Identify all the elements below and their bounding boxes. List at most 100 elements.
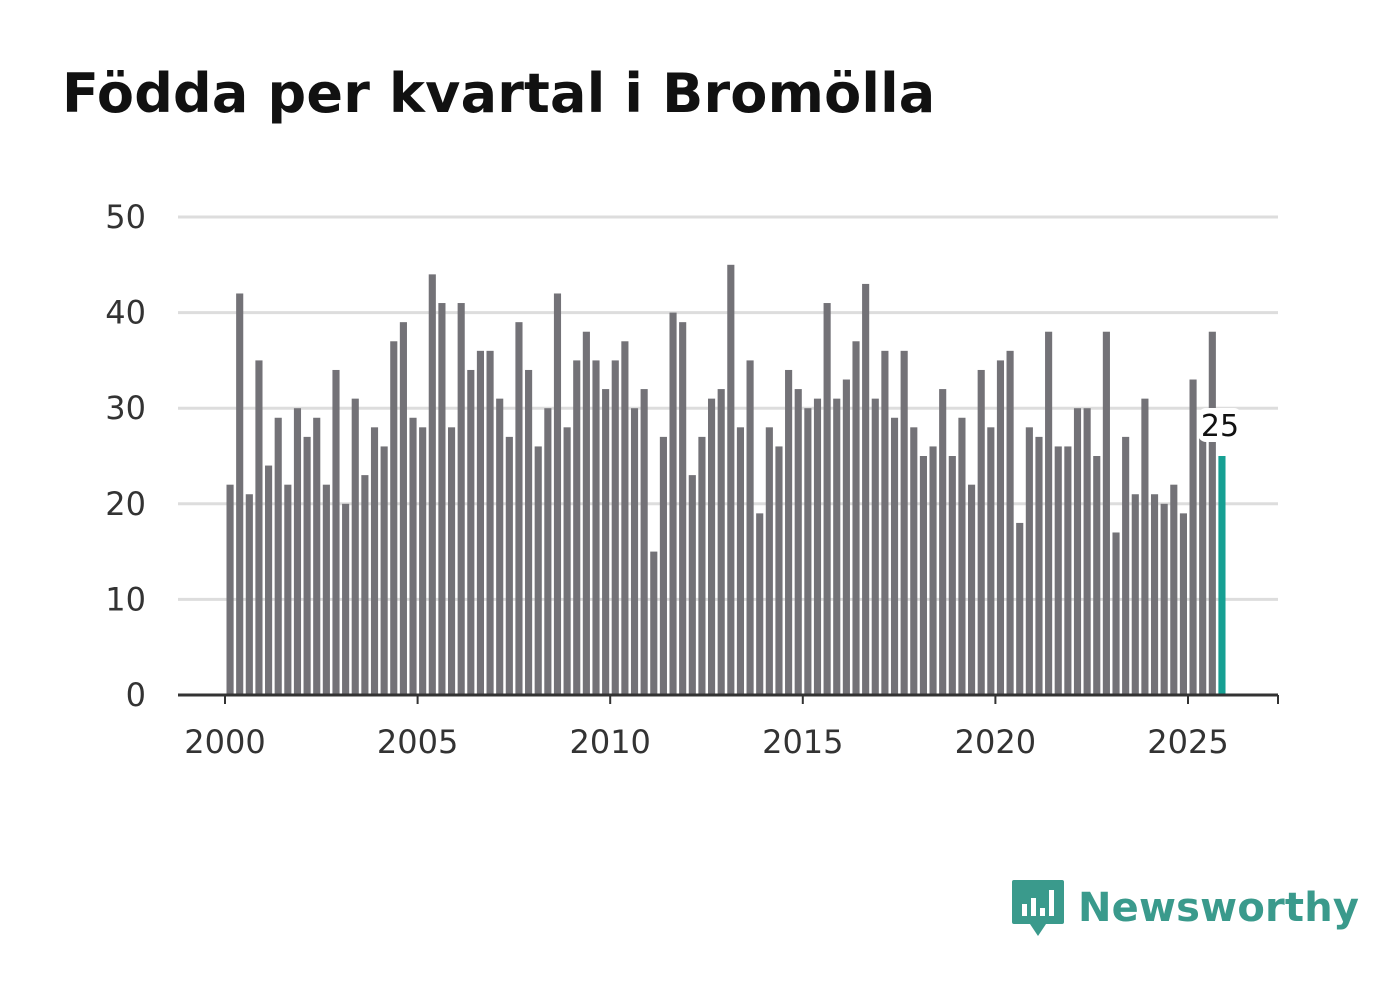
y-tick-label: 20 — [105, 485, 146, 523]
bar — [544, 408, 552, 695]
bar — [1150, 494, 1159, 695]
bar — [630, 408, 639, 695]
y-tick-label: 40 — [105, 294, 146, 332]
bar — [833, 398, 841, 695]
bar — [1131, 494, 1139, 695]
x-tick-label: 2010 — [569, 723, 650, 761]
bar — [765, 427, 773, 695]
bar — [563, 427, 571, 695]
bar — [457, 303, 465, 695]
bar — [823, 303, 831, 695]
bar — [1025, 427, 1033, 695]
bar — [621, 341, 629, 695]
bar — [419, 427, 427, 695]
bar — [573, 360, 581, 695]
bar — [1083, 408, 1091, 695]
bar — [1189, 379, 1197, 695]
bar — [756, 513, 764, 695]
bar — [592, 360, 600, 695]
bar — [380, 446, 388, 695]
bar — [515, 322, 523, 695]
bar — [1006, 350, 1014, 695]
brand-name: Newsworthy — [1078, 885, 1360, 931]
bar — [785, 369, 793, 695]
bar — [303, 436, 311, 695]
bar — [390, 341, 398, 695]
bar — [794, 389, 802, 695]
bar — [717, 389, 725, 695]
bar — [534, 446, 542, 695]
bar — [910, 427, 918, 695]
bar — [1141, 398, 1149, 695]
x-tick-label: 2015 — [762, 723, 843, 761]
bar — [322, 484, 330, 695]
bar — [1122, 436, 1130, 695]
bar — [939, 389, 947, 695]
bar — [977, 369, 985, 695]
bar — [245, 494, 253, 695]
x-tick-label: 2025 — [1147, 723, 1228, 761]
bar — [582, 331, 590, 695]
bar — [968, 484, 976, 695]
bar — [1160, 503, 1168, 695]
bar — [929, 446, 937, 695]
bar — [361, 475, 369, 695]
annotation-background — [1197, 408, 1242, 442]
axes — [178, 693, 1279, 704]
bar — [313, 417, 321, 695]
bar — [862, 283, 870, 695]
bar — [1112, 532, 1120, 695]
bar — [447, 427, 456, 695]
bar — [987, 427, 995, 695]
bar — [813, 398, 822, 695]
bar — [611, 360, 619, 695]
bar — [1199, 436, 1207, 695]
bar — [525, 369, 533, 695]
bar — [669, 312, 677, 695]
bar — [293, 408, 302, 695]
bar — [409, 417, 417, 695]
newsworthy-logo: Newsworthy — [1010, 878, 1359, 938]
bar — [698, 436, 706, 695]
bar — [958, 417, 966, 695]
bar — [1170, 484, 1178, 695]
bar — [476, 350, 485, 695]
bar — [486, 350, 494, 695]
bar — [332, 369, 340, 695]
bar — [467, 369, 475, 695]
bar — [900, 350, 908, 695]
bar — [1054, 446, 1062, 695]
bar — [1073, 408, 1082, 695]
bar — [996, 360, 1005, 695]
bar — [871, 398, 879, 695]
bar — [736, 427, 745, 695]
bar — [708, 398, 716, 695]
x-tick-label: 2005 — [377, 723, 458, 761]
bar — [284, 484, 292, 695]
bar — [842, 379, 850, 695]
bar — [342, 503, 350, 695]
bar — [602, 389, 610, 695]
bar — [505, 436, 513, 695]
y-tick-label: 50 — [105, 198, 146, 236]
bar — [553, 293, 562, 695]
bar — [775, 446, 783, 695]
bar — [236, 293, 244, 695]
bar — [948, 456, 956, 695]
bar — [399, 322, 407, 695]
bar — [496, 398, 504, 695]
bar — [1035, 436, 1043, 695]
bar — [255, 360, 263, 695]
bar — [1208, 331, 1216, 695]
bars — [226, 264, 1226, 695]
x-tick-label: 2020 — [955, 723, 1036, 761]
bar — [890, 417, 899, 695]
bar — [650, 551, 658, 695]
tick-labels: 0 10 20 30 40 50 2000 2005 2010 2015 2020 2025 — [105, 198, 1228, 761]
data-label-latest: 25 — [1201, 409, 1239, 444]
bar — [919, 456, 927, 695]
bar — [804, 408, 812, 695]
bar — [274, 417, 282, 695]
y-tick-label: 30 — [105, 389, 146, 427]
